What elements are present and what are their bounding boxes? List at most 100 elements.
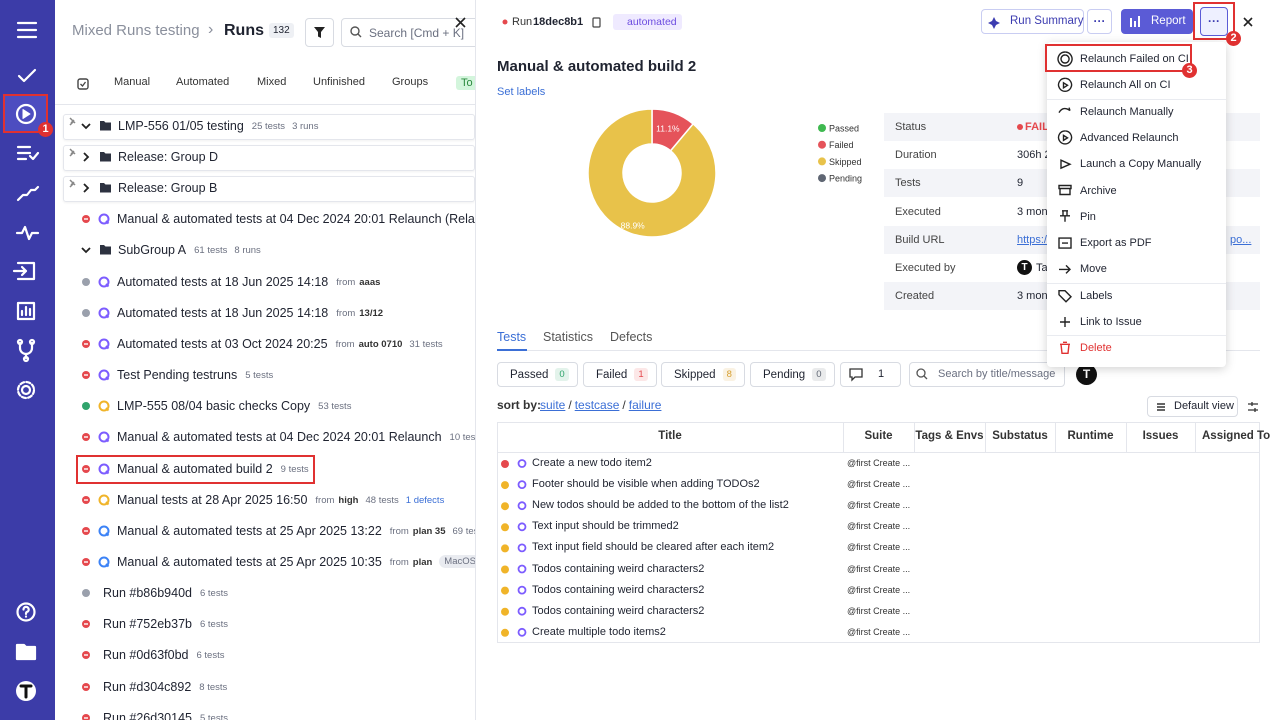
menu-button[interactable]: ··· <box>1200 7 1228 36</box>
menu-item[interactable]: Labels <box>1080 289 1113 302</box>
test-search[interactable] <box>909 362 1065 387</box>
filter-tab[interactable]: Unfinished <box>313 76 365 88</box>
menu-item[interactable]: Advanced Relaunch <box>1080 131 1179 144</box>
test-title[interactable]: New todos should be added to the bottom … <box>532 499 789 512</box>
sort-option[interactable]: testcase <box>574 398 620 412</box>
check-icon[interactable] <box>17 68 37 83</box>
test-title[interactable]: Create multiple todo items2 <box>532 625 666 638</box>
select-all-icon[interactable] <box>76 77 90 91</box>
view-button[interactable]: Default view <box>1147 396 1238 417</box>
menu-item[interactable]: Launch a Copy Manually <box>1080 158 1202 171</box>
status-dot <box>501 565 509 574</box>
filter-button[interactable] <box>305 18 334 47</box>
test-title[interactable]: Text input field should be cleared after… <box>532 541 775 554</box>
run-title[interactable]: Manual & automated tests at 25 Apr 2025 … <box>117 524 382 538</box>
run-title[interactable]: Run #752eb37b <box>103 617 192 631</box>
plans-icon[interactable] <box>16 145 40 161</box>
filter-tab[interactable]: Mixed <box>257 76 287 88</box>
menu-item[interactable]: Relaunch All on CI <box>1080 79 1171 92</box>
summary-button[interactable]: Run Summary <box>981 9 1084 34</box>
type-icon <box>517 480 527 490</box>
sort-option[interactable]: failure <box>628 398 662 412</box>
report-button[interactable]: Report <box>1121 9 1193 34</box>
column-divider <box>843 422 844 453</box>
detail-value-tail[interactable]: po... <box>1230 233 1252 246</box>
menu-icon[interactable] <box>16 21 38 39</box>
row-icons <box>82 307 110 319</box>
set-labels-link[interactable]: Set labels <box>497 86 546 98</box>
run-title[interactable]: Automated tests at 18 Jun 2025 14:18 <box>117 275 329 289</box>
run-title[interactable]: Release: Group B <box>118 181 218 195</box>
filter-tab[interactable]: Groups <box>392 76 429 88</box>
column-divider <box>1055 422 1056 453</box>
menu-item[interactable]: Archive <box>1080 184 1117 197</box>
test-title[interactable]: Todos containing weird characters2 <box>532 604 705 617</box>
detail-tab[interactable]: Tests <box>497 330 527 344</box>
branch-icon[interactable] <box>18 341 34 360</box>
group-card <box>63 114 475 140</box>
comments-chip[interactable] <box>840 362 901 387</box>
run-title[interactable]: Release: Group D <box>118 150 219 164</box>
run-title[interactable]: Manual & automated tests at 04 Dec 2024 … <box>117 212 476 226</box>
type-icon <box>98 494 110 506</box>
run-title[interactable]: Run #0d63f0bd <box>103 648 189 662</box>
test-title[interactable]: Todos containing weird characters2 <box>532 562 705 575</box>
donut-label: 11.1% <box>656 124 680 134</box>
sparkle-icon <box>988 17 1000 29</box>
run-title[interactable]: Manual & automated build 2 <box>117 462 273 476</box>
filter-tab[interactable]: Manual <box>114 76 151 88</box>
menu-item[interactable]: Export as PDF <box>1080 237 1152 250</box>
menu-item[interactable]: Relaunch Manually <box>1080 105 1174 118</box>
filter-chip[interactable]: Failed 1 <box>583 362 657 387</box>
test-title[interactable]: Text input should be trimmed2 <box>532 520 679 533</box>
pulse-icon[interactable] <box>15 225 40 241</box>
run-title[interactable]: Automated tests at 03 Oct 2024 20:25 <box>117 337 328 351</box>
run-title[interactable]: Run #b86b940d <box>103 586 192 600</box>
help-icon[interactable] <box>16 602 36 622</box>
filter-tab[interactable]: Automated <box>176 76 230 88</box>
filter-chip[interactable]: Skipped 8 <box>661 362 745 387</box>
menu-item[interactable]: Move <box>1080 263 1107 276</box>
steps-icon[interactable] <box>16 185 40 202</box>
run-title[interactable]: Test Pending testruns <box>117 368 238 382</box>
run-title[interactable]: Run #d304c892 <box>103 680 192 694</box>
run-title[interactable]: Manual & automated tests at 25 Apr 2025 … <box>117 555 382 569</box>
projects-icon[interactable] <box>15 643 37 661</box>
more-button[interactable]: ··· <box>1087 9 1112 34</box>
column-divider <box>1195 422 1196 453</box>
menu-item[interactable]: Delete <box>1080 342 1112 355</box>
run-title[interactable]: Run #26d30145 <box>103 711 192 720</box>
detail-tab[interactable]: Statistics <box>543 330 594 344</box>
menu-item[interactable]: Pin <box>1080 210 1096 223</box>
run-meta: plan 35 <box>412 526 446 537</box>
filter-tab[interactable]: To <box>456 76 475 90</box>
run-title[interactable]: Automated tests at 18 Jun 2025 14:18 <box>117 306 329 320</box>
filter-chip[interactable]: Pending 0 <box>750 362 835 387</box>
import-icon[interactable] <box>12 261 36 281</box>
test-title[interactable]: Todos containing weird characters2 <box>532 583 705 596</box>
legend-label: Skipped <box>829 157 862 167</box>
menu-item[interactable]: Link to Issue <box>1080 316 1142 328</box>
breadcrumb[interactable]: Mixed Runs testing <box>72 22 200 39</box>
type-icon <box>98 525 110 537</box>
run-title[interactable]: SubGroup A <box>118 243 187 257</box>
sort-option[interactable]: suite <box>540 398 566 412</box>
analytics-icon[interactable] <box>16 301 36 321</box>
menu-item[interactable]: Relaunch Failed on CI <box>1080 53 1189 65</box>
run-meta: auto 0710 <box>358 339 403 350</box>
settings-icon[interactable] <box>20 384 32 396</box>
test-title[interactable]: Footer should be visible when adding TOD… <box>532 478 760 491</box>
run-title[interactable]: LMP-556 01/05 testing <box>118 119 244 133</box>
runs-panel: Mixed Runs testing › Runs 132 Search [Cm… <box>55 0 476 720</box>
search-box[interactable]: Search [Cmd + K] <box>341 18 475 47</box>
runs-icon[interactable] <box>15 103 37 125</box>
test-title[interactable]: Create a new todo item2 <box>532 457 652 469</box>
divider <box>55 104 475 105</box>
run-title[interactable]: LMP-555 08/04 basic checks Copy <box>117 399 311 413</box>
run-title[interactable]: Manual & automated tests at 04 Dec 2024 … <box>117 430 442 444</box>
filter-chip[interactable]: Passed 0 <box>497 362 578 387</box>
run-title[interactable]: Manual tests at 28 Apr 2025 16:50 <box>117 493 308 507</box>
close-icon[interactable] <box>454 16 468 30</box>
detail-tab[interactable]: Defects <box>610 330 653 344</box>
status-dot <box>82 402 90 410</box>
